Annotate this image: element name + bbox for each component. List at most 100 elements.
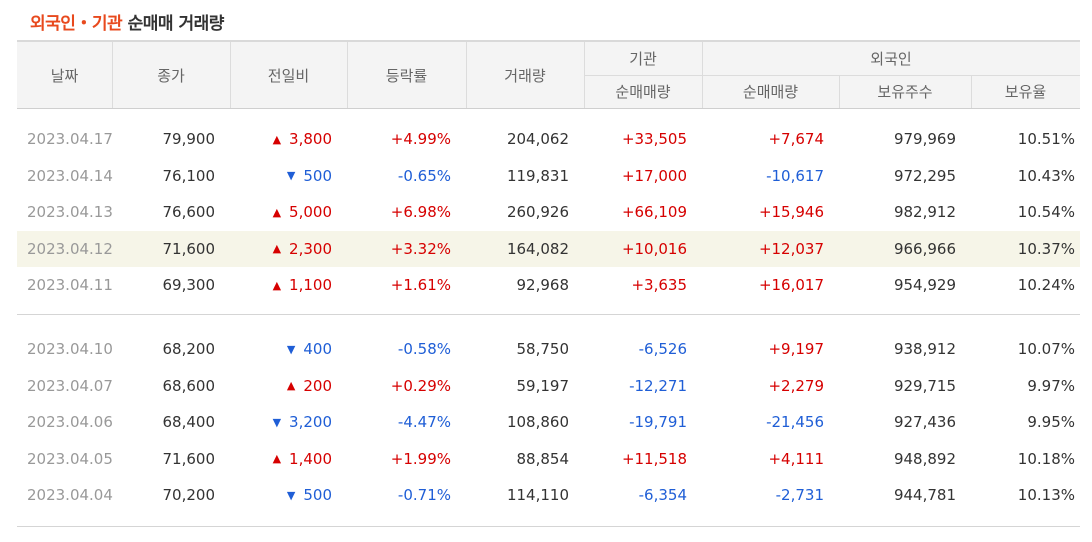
- cell-date: 2023.04.05: [27, 449, 113, 468]
- cell-close: 79,900: [162, 130, 216, 149]
- cell-foreign: +16,017: [758, 276, 824, 295]
- cell-inst: -12,271: [629, 376, 687, 395]
- section-title-rest: 순매매 거래량: [127, 14, 225, 34]
- change-value: 500: [303, 166, 332, 185]
- triangle-up-icon: ▲: [272, 278, 282, 292]
- header-divider: [839, 75, 840, 108]
- table-header: 날짜 종가 전일비 등락률 거래량 기관 순매매량 외국인 순매매량 보유주수 …: [17, 40, 1080, 109]
- cell-rate: +1.99%: [390, 449, 451, 468]
- change-value: 400: [303, 340, 332, 359]
- cell-foreign: +9,197: [768, 340, 824, 359]
- cell-date: 2023.04.06: [27, 413, 113, 432]
- cell-holdings: 929,715: [893, 376, 956, 395]
- header-date: 날짜: [50, 66, 79, 85]
- table-row: 2023.04.11 69,300 ▲ 1,100 +1.61% 92,968 +3,635…: [17, 267, 1080, 304]
- cell-ratio: 10.13%: [1017, 486, 1075, 505]
- header-rate: 등락률: [385, 66, 428, 85]
- triangle-down-icon: ▼: [286, 169, 296, 183]
- table-row: 2023.04.07 68,600 ▲ 200 +0.29% 59,197 -12,271 +…: [17, 368, 1080, 405]
- cell-volume: 88,854: [516, 449, 570, 468]
- cell-foreign: +7,674: [768, 130, 824, 149]
- cell-ratio: 10.07%: [1017, 340, 1075, 359]
- table-row: 2023.04.14 76,100 ▼ 500 -0.65% 119,831 +17,000…: [17, 158, 1080, 195]
- cell-holdings: 972,295: [893, 166, 956, 185]
- header-volume: 거래량: [504, 66, 546, 85]
- table-group-2: 2023.04.10 68,200 ▼ 400 -0.58% 58,750 -6,526 +9…: [17, 331, 1080, 514]
- cell-close: 71,600: [162, 239, 216, 258]
- cell-foreign: +4,111: [768, 449, 824, 468]
- cell-change: ▲ 200: [287, 368, 332, 405]
- cell-holdings: 948,892: [893, 449, 956, 468]
- cell-ratio: 10.37%: [1017, 239, 1075, 258]
- cell-inst: -6,526: [638, 340, 687, 359]
- header-divider: [971, 75, 972, 108]
- cell-change: ▲ 1,100: [273, 267, 332, 304]
- cell-foreign: +12,037: [758, 239, 824, 258]
- cell-inst: +66,109: [621, 203, 687, 222]
- cell-change: ▲ 5,000: [273, 194, 332, 231]
- change-value: 5,000: [289, 203, 332, 222]
- cell-close: 68,200: [162, 340, 216, 359]
- cell-inst: +3,635: [631, 276, 687, 295]
- cell-ratio: 10.43%: [1017, 166, 1075, 185]
- table-row: 2023.04.05 71,600 ▲ 1,400 +1.99% 88,854 +11,51…: [17, 441, 1080, 478]
- cell-volume: 164,082: [506, 239, 569, 258]
- table-row: 2023.04.12 71,600 ▲ 2,300 +3.32% 164,082 +10,0…: [17, 230, 1080, 267]
- cell-holdings: 954,929: [893, 276, 956, 295]
- cell-inst: +17,000: [621, 166, 687, 185]
- header-divider: [347, 42, 348, 108]
- cell-date: 2023.04.04: [27, 486, 113, 505]
- table-bottom-border: [17, 526, 1080, 527]
- cell-rate: -0.65%: [397, 166, 451, 185]
- cell-volume: 119,831: [506, 166, 569, 185]
- triangle-up-icon: ▲: [272, 242, 282, 256]
- cell-holdings: 982,912: [893, 203, 956, 222]
- cell-rate: +6.98%: [390, 203, 451, 222]
- cell-holdings: 944,781: [893, 486, 956, 505]
- triangle-down-icon: ▼: [286, 488, 296, 502]
- cell-ratio: 10.51%: [1017, 130, 1075, 149]
- cell-change: ▼ 500: [287, 477, 332, 514]
- header-divider: [466, 42, 467, 108]
- triangle-down-icon: ▼: [286, 342, 296, 356]
- cell-date: 2023.04.07: [27, 376, 113, 395]
- cell-close: 71,600: [162, 449, 216, 468]
- header-foreign-group: 외국인: [870, 50, 912, 68]
- cell-volume: 59,197: [516, 376, 570, 395]
- cell-date: 2023.04.11: [27, 276, 113, 295]
- cell-inst: -19,791: [629, 413, 687, 432]
- table-row: 2023.04.10 68,200 ▼ 400 -0.58% 58,750 -6,526 +9…: [17, 331, 1080, 368]
- cell-change: ▼ 3,200: [273, 404, 332, 441]
- cell-rate: +1.61%: [390, 276, 451, 295]
- cell-rate: -0.71%: [397, 486, 451, 505]
- cell-ratio: 9.95%: [1027, 413, 1075, 432]
- cell-volume: 58,750: [516, 340, 570, 359]
- triangle-up-icon: ▲: [272, 452, 282, 466]
- cell-inst: -6,354: [638, 486, 687, 505]
- header-close: 종가: [157, 66, 185, 85]
- header-divider: [112, 42, 113, 108]
- cell-change: ▲ 3,800: [273, 121, 332, 158]
- table-row: 2023.04.13 76,600 ▲ 5,000 +6.98% 260,926 +66,1…: [17, 194, 1080, 231]
- cell-rate: +4.99%: [390, 130, 451, 149]
- header-foreign-ratio: 보유율: [1004, 83, 1047, 101]
- cell-close: 68,600: [162, 376, 216, 395]
- cell-rate: +3.32%: [390, 239, 451, 258]
- change-value: 3,800: [289, 130, 332, 149]
- header-institution-group: 기관: [629, 50, 657, 68]
- cell-volume: 204,062: [506, 130, 569, 149]
- cell-rate: -4.47%: [397, 413, 451, 432]
- cell-change: ▼ 500: [287, 158, 332, 195]
- cell-holdings: 938,912: [893, 340, 956, 359]
- header-divider: [584, 75, 1080, 76]
- cell-ratio: 10.54%: [1017, 203, 1075, 222]
- cell-inst: +11,518: [621, 449, 687, 468]
- section-title: 외국인・기관 순매매 거래량: [30, 9, 224, 34]
- cell-holdings: 927,436: [893, 413, 956, 432]
- cell-date: 2023.04.12: [27, 239, 113, 258]
- cell-close: 69,300: [162, 276, 216, 295]
- header-change: 전일비: [267, 66, 310, 85]
- cell-foreign: -2,731: [775, 486, 824, 505]
- cell-holdings: 966,966: [893, 239, 956, 258]
- section-title-highlight: 외국인・기관: [30, 14, 123, 34]
